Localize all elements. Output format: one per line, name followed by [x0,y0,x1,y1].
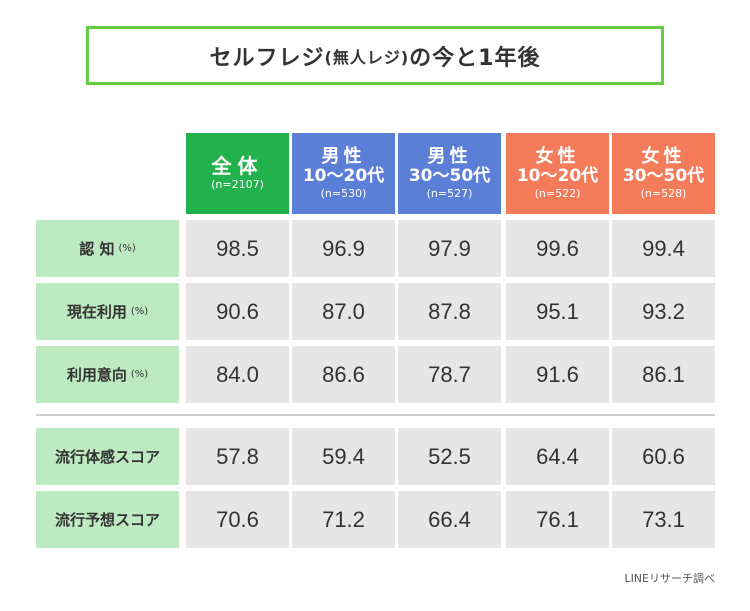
table-cell: 99.4 [612,220,715,277]
table-cell: 76.1 [506,491,609,548]
row-header-4: 流行予想スコア [36,491,179,548]
row-label: 現在利用 [66,303,127,321]
table-cell: 86.1 [612,346,715,403]
column-header-3: 女性 10〜20代 (n=522) [506,133,609,214]
column-header-label: 女性 [535,146,580,168]
column-header-1: 男性 10〜20代 (n=530) [292,133,395,214]
column-header-label: 男性 [321,146,366,168]
section-divider [36,414,715,416]
table-cell: 70.6 [186,491,289,548]
column-header-label: 女性 [641,146,686,168]
table-cell: 84.0 [186,346,289,403]
table-cell: 90.6 [186,283,289,340]
row-header-2: 利用意向 (%) [36,346,179,403]
column-header-sample-size: (n=528) [640,186,687,200]
table-cell: 59.4 [292,428,395,485]
column-header-sample-size: (n=2107) [211,178,264,192]
table-cell: 87.8 [398,283,501,340]
row-header-0: 認 知 (%) [36,220,179,277]
table-cell: 73.1 [612,491,715,548]
table-cell: 71.2 [292,491,395,548]
table-cell: 91.6 [506,346,609,403]
column-header-0: 全体 (n=2107) [186,133,289,214]
column-header-age: 10〜20代 [302,166,385,186]
row-label: 利用意向 [66,366,127,384]
row-unit: (%) [130,306,149,317]
source-note: LINEリサーチ調べ [624,572,715,585]
table-cell: 97.9 [398,220,501,277]
row-label: 流行予想スコア [54,511,160,529]
table-cell: 93.2 [612,283,715,340]
column-header-2: 男性 30〜50代 (n=527) [398,133,501,214]
column-header-sample-size: (n=522) [534,186,581,200]
table-cell: 99.6 [506,220,609,277]
table-cell: 57.8 [186,428,289,485]
table-cell: 98.5 [186,220,289,277]
row-header-3: 流行体感スコア [36,428,179,485]
column-header-sample-size: (n=527) [426,186,473,200]
column-header-4: 女性 30〜50代 (n=528) [612,133,715,214]
title-sub: (無人レジ) [324,47,410,67]
table-cell: 52.5 [398,428,501,485]
column-header-age: 30〜50代 [622,166,705,186]
table-cell: 87.0 [292,283,395,340]
column-header-sample-size: (n=530) [320,186,367,200]
table-cell: 95.1 [506,283,609,340]
table-cell: 86.6 [292,346,395,403]
table-cell: 60.6 [612,428,715,485]
column-header-age: 30〜50代 [408,166,491,186]
table-cell: 96.9 [292,220,395,277]
table-cell: 78.7 [398,346,501,403]
row-label: 流行体感スコア [54,448,160,466]
chart-title: セルフレジ (無人レジ) の今と1年後 [86,26,664,85]
title-main: セルフレジ [209,45,325,71]
column-header-label: 全体 [211,154,264,179]
row-unit: (%) [118,243,136,254]
title-tail: の今と1年後 [409,45,541,71]
column-header-age: 10〜20代 [516,166,599,186]
row-header-1: 現在利用 (%) [36,283,179,340]
row-unit: (%) [130,369,149,380]
column-header-label: 男性 [427,146,472,168]
table-cell: 66.4 [398,491,501,548]
row-label: 認 知 [79,240,115,258]
table-cell: 64.4 [506,428,609,485]
